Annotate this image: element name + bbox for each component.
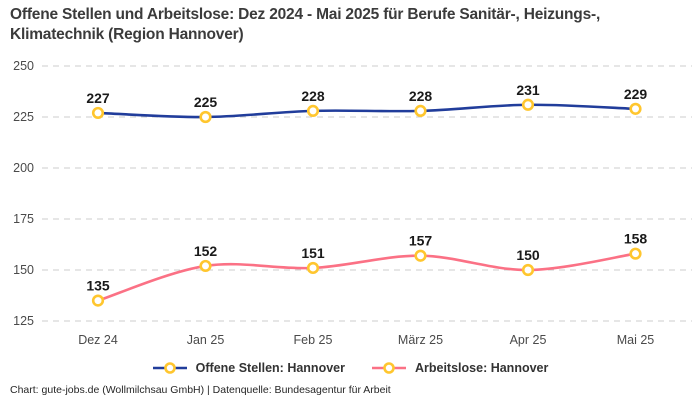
x-tick-label: Feb 25 — [294, 333, 333, 347]
legend-label-offene-stellen: Offene Stellen: Hannover — [195, 361, 345, 375]
chart-title: Offene Stellen und Arbeitslose: Dez 2024… — [10, 6, 601, 43]
attribution-text: Chart: gute-jobs.de (Wollmilchsau GmbH) … — [10, 384, 391, 396]
chart-legend: Offene Stellen: Hannover Arbeitslose: Ha… — [0, 361, 700, 375]
x-tick-label: Jan 25 — [187, 333, 225, 347]
data-point-marker — [414, 249, 427, 262]
data-point-label: 152 — [194, 243, 218, 259]
data-point-label: 135 — [86, 278, 110, 294]
data-point-label: 228 — [301, 88, 325, 104]
legend-swatch-arbeitslose-icon — [371, 362, 406, 374]
data-point-label: 158 — [624, 231, 648, 247]
data-point-label: 228 — [409, 88, 433, 104]
data-point-marker — [306, 261, 320, 275]
x-tick-label: Dez 24 — [78, 333, 118, 347]
x-tick-label: Mai 25 — [617, 333, 655, 347]
x-tick-label: Apr 25 — [510, 333, 547, 347]
data-point-marker — [306, 104, 320, 117]
data-point-label: 157 — [409, 233, 433, 249]
legend-swatch-offene-stellen-icon — [152, 362, 187, 374]
y-tick-label: 150 — [13, 263, 34, 277]
data-point-marker — [521, 98, 535, 111]
legend-item-offene-stellen[interactable]: Offene Stellen: Hannover — [152, 361, 345, 375]
data-point-marker — [199, 259, 212, 273]
legend-label-arbeitslose: Arbeitslose: Hannover — [414, 361, 549, 375]
data-point-label: 231 — [516, 82, 540, 98]
data-point-label: 229 — [624, 86, 648, 102]
series-line-offene-stellen — [97, 103, 636, 119]
data-point-marker — [629, 247, 642, 260]
y-tick-label: 225 — [13, 110, 34, 124]
data-point-label: 151 — [301, 245, 325, 261]
series-line-arbeitslose — [97, 252, 636, 302]
data-point-marker — [91, 294, 105, 307]
data-point-marker — [91, 106, 105, 120]
y-tick-label: 175 — [13, 212, 34, 226]
y-tick-label: 200 — [13, 161, 34, 175]
data-point-marker — [414, 104, 427, 117]
data-point-marker — [199, 110, 212, 124]
y-tick-label: 125 — [13, 314, 34, 328]
legend-item-arbeitslose[interactable]: Arbeitslose: Hannover — [371, 361, 548, 375]
data-point-label: 225 — [194, 94, 218, 110]
x-tick-label: März 25 — [398, 333, 443, 347]
line-chart: 250 225 200 175 150 125 Dez 24 Jan 25 Feb 25 März… — [13, 59, 692, 347]
data-point-marker — [521, 263, 535, 277]
data-point-marker — [629, 102, 642, 115]
data-point-label: 150 — [516, 247, 540, 263]
y-tick-label: 250 — [13, 59, 34, 73]
data-point-label: 227 — [86, 90, 110, 106]
